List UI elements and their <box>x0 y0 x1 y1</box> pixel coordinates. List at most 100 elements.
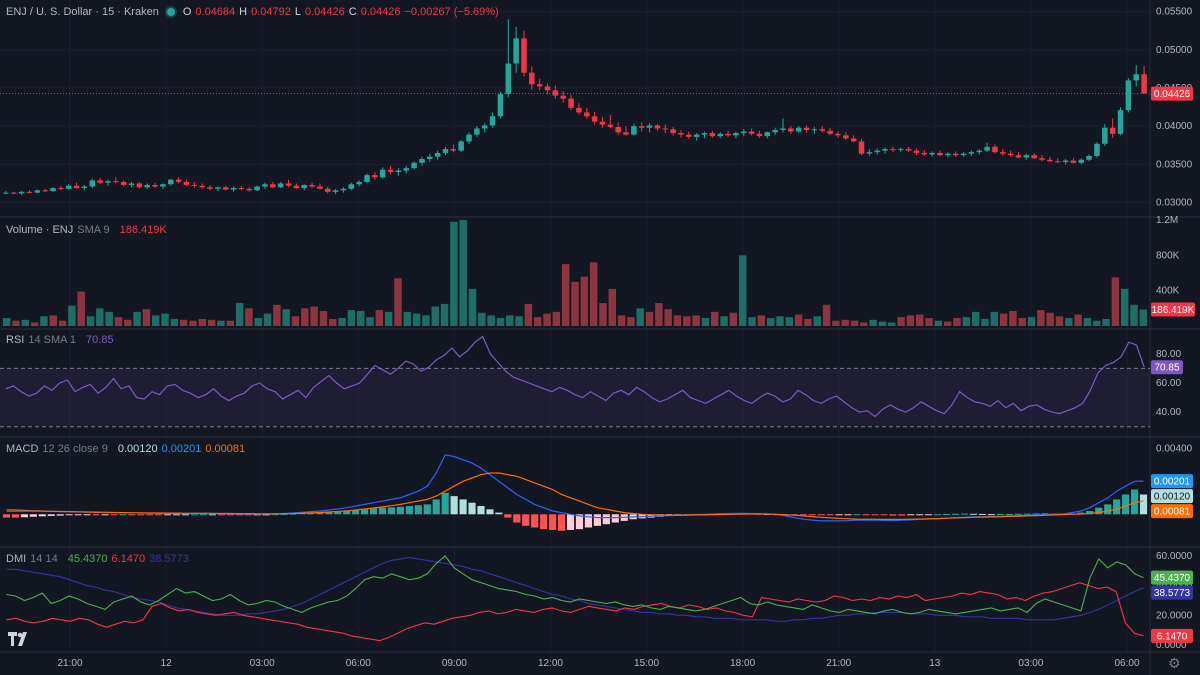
candle-body <box>1015 155 1022 158</box>
dmi-minus-value: 6.1470 <box>111 553 146 565</box>
volume-bar <box>999 313 1008 326</box>
volume-bar <box>888 322 896 326</box>
time-tick-label: 21:00 <box>57 658 82 669</box>
volume-bar <box>860 322 868 326</box>
macd-hist-bar <box>557 514 566 531</box>
candle-body <box>913 150 920 153</box>
volume-bar <box>897 317 905 326</box>
macd-hist-bar <box>925 514 933 516</box>
volume-bar <box>776 316 784 326</box>
macd-signal-last-label: 0.00081 <box>1154 507 1191 518</box>
volume-bar <box>1120 288 1129 326</box>
rsi-line <box>5 335 1145 418</box>
candle-body <box>976 150 982 153</box>
dmi-adx-last-label: 38.5773 <box>1154 588 1191 599</box>
macd-hist-bar <box>226 514 234 516</box>
candle-body <box>97 180 103 183</box>
time-axis[interactable]: 21:00 12 03:00 06:00 09:00 12:00 15:00 18:00 21:… <box>57 658 1139 669</box>
macd-legend: MACD 12 26 close 9 0.00120 0.00201 0.000… <box>6 443 245 455</box>
candle-body <box>411 162 417 169</box>
macd-hist-bar <box>352 510 360 515</box>
volume-bar <box>804 318 812 326</box>
candle-body <box>858 141 865 154</box>
dmi-params: 14 14 <box>30 553 58 565</box>
dmi-pane[interactable] <box>6 555 1144 642</box>
macd-title[interactable]: MACD <box>6 443 39 455</box>
macd-hist-bar <box>208 514 216 516</box>
candle-body <box>638 126 645 128</box>
volume-bar <box>869 319 877 326</box>
rsi-last-tag <box>1151 360 1183 375</box>
macd-pane[interactable] <box>2 454 1148 531</box>
volume-bar <box>1009 310 1017 326</box>
candle-body <box>1047 159 1053 162</box>
macd-hist-bar <box>799 514 807 516</box>
volume-bar <box>282 309 290 326</box>
candle-body <box>65 185 72 189</box>
candle-body <box>772 130 778 133</box>
price-pane[interactable] <box>0 19 1150 195</box>
volume-bar <box>794 314 803 326</box>
candle-body <box>348 184 355 189</box>
candle-body <box>324 188 331 192</box>
volume-bar <box>375 310 384 326</box>
price-tick-label: 0.05000 <box>1156 45 1193 56</box>
price-axis[interactable]: 0.055000.050000.045000.040000.035000.030… <box>1151 7 1195 651</box>
candle-body <box>670 129 676 134</box>
candle-body <box>803 127 810 130</box>
volume-bar <box>1027 317 1036 326</box>
rsi-pane[interactable] <box>0 335 1150 428</box>
macd-hist-bar <box>1005 513 1013 515</box>
volume-bar <box>841 319 849 326</box>
tradingview-logo-icon[interactable] <box>8 632 30 648</box>
macd-hist-bar <box>29 514 37 517</box>
volume-bar <box>534 317 542 326</box>
candle-body <box>1125 80 1132 111</box>
volume-bar <box>1046 312 1054 326</box>
rsi-band-fill <box>0 368 1150 427</box>
dmi-title[interactable]: DMI <box>6 553 27 565</box>
rsi-tick-label: 40.00 <box>1156 407 1181 418</box>
volume-bar <box>729 312 738 326</box>
macd-hist-bar <box>280 513 288 515</box>
macd-hist-bar <box>387 507 396 515</box>
candle-body <box>615 126 621 133</box>
candle-body <box>1086 155 1092 160</box>
volume-bar <box>832 320 840 326</box>
macd-hist-bar <box>969 513 977 515</box>
candle-body <box>1031 155 1037 159</box>
volume-bar <box>1083 318 1092 326</box>
volume-bar <box>506 315 514 326</box>
candle-body <box>113 181 119 183</box>
symbol-title[interactable]: ENJ / U. S. Dollar · 15 · Kraken <box>6 6 159 18</box>
volume-pane[interactable] <box>2 220 1148 326</box>
macd-hist-bar <box>11 514 20 518</box>
macd-hist-bar <box>2 514 11 518</box>
volume-bar <box>142 309 151 326</box>
macd-hist-bar <box>253 514 261 516</box>
macd-hist-bar <box>1113 499 1121 515</box>
macd-hist-bar <box>1086 510 1094 515</box>
macd-hist-bar <box>423 504 431 515</box>
candle-body <box>693 134 700 137</box>
candle-body <box>309 184 315 187</box>
candle-body <box>356 181 362 185</box>
settings-gear-icon[interactable]: ⚙ <box>1168 655 1181 671</box>
rsi-title[interactable]: RSI <box>6 334 25 346</box>
close-label: C <box>348 6 357 18</box>
macd-params: 12 26 close 9 <box>42 443 108 455</box>
volume-bar <box>329 318 337 326</box>
volume-title[interactable]: Volume · ENJ <box>6 224 74 236</box>
time-tick-label: 06:00 <box>1114 658 1139 669</box>
macd-hist-bar <box>307 512 315 515</box>
volume-bar <box>1037 310 1045 326</box>
volume-bar <box>77 291 85 326</box>
volume-bar <box>627 317 635 326</box>
dmi-plus-value: 45.4370 <box>67 553 108 565</box>
candle-body <box>230 188 237 190</box>
candle-body <box>866 152 873 154</box>
volume-bar <box>347 310 356 326</box>
candle-body <box>552 90 559 96</box>
macd-hist-bar <box>110 514 118 516</box>
